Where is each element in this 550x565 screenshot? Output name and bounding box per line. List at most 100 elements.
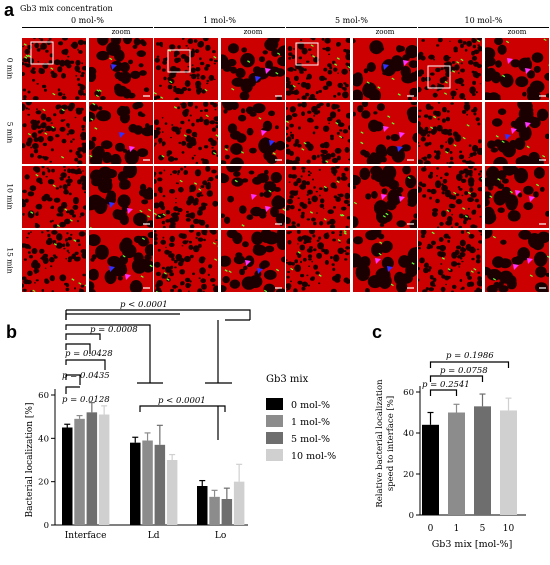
lipid-domain [174,97,180,100]
sig-bracket [65,343,91,354]
lipid-domain [164,122,168,125]
lipid-domain [184,255,191,263]
lipid-domain [307,110,312,114]
magenta-arrow [251,194,257,200]
lipid-domain [78,70,81,73]
lipid-domain [344,258,348,261]
lipid-domain [41,289,45,292]
lipid-domain [485,191,492,199]
lipid-domain [539,186,545,192]
lipid-domain [179,257,185,264]
lipid-domain [409,87,417,98]
overview-image [286,38,350,100]
lipid-domain [46,40,51,46]
lipid-domain [89,281,95,291]
lipid-domain [327,116,333,122]
lipid-domain [40,113,47,121]
lipid-domain [65,62,68,64]
lipid-domain [80,212,85,217]
lipid-domain [176,286,179,288]
lipid-domain [22,288,26,292]
lipid-domain [213,116,218,122]
lipid-domain [353,216,359,228]
lipid-domain [441,274,446,279]
lipid-domain [437,38,443,43]
lipid-domain [331,275,339,282]
lipid-domain [353,111,356,117]
lipid-domain [536,108,549,121]
lipid-domain [528,151,540,163]
lipid-domain [200,185,205,189]
bacterium [224,148,228,151]
lipid-domain [110,38,122,46]
y-tick-label: 0 [44,521,49,531]
column-header: 0 mol-% [71,16,104,25]
lipid-domain [471,50,476,56]
lipid-domain [439,221,444,226]
lipid-domain [469,173,473,177]
lipid-domain [77,160,83,164]
lipid-domain [461,246,464,249]
p-value-label: p = 0.0758 [440,366,488,376]
lipid-domain [428,141,432,146]
lipid-domain [447,239,451,243]
sig-bracket [65,309,251,320]
lipid-domain [353,174,361,186]
bacterium [90,118,94,121]
lipid-domain [169,217,176,224]
lipid-domain [119,254,129,265]
lipid-domain [342,91,349,99]
lipid-domain [523,202,534,211]
lipid-domain [449,56,452,59]
lipid-domain [286,107,288,110]
lipid-domain [100,140,113,150]
lipid-domain [46,230,50,232]
bacterium [290,267,294,271]
lipid-domain [294,264,302,272]
lipid-domain [437,102,441,104]
lipid-domain [69,103,75,110]
bacterium [247,60,251,63]
lipid-domain [181,140,187,146]
lipid-domain [208,264,213,269]
lipid-domain [473,168,477,171]
column-underline [154,27,285,28]
lipid-domain [188,130,191,133]
lipid-domain [22,123,27,128]
bacterium [212,242,216,245]
lipid-domain [544,72,549,81]
lipid-domain [320,198,325,204]
lipid-domain [435,110,441,117]
lipid-domain [450,204,456,209]
lipid-domain [38,67,42,71]
lipid-domain [289,195,294,199]
magenta-arrow [525,68,531,74]
bar [209,496,220,525]
lipid-domain [340,176,348,181]
lipid-domain [396,220,406,228]
lipid-domain [30,69,35,74]
lipid-domain [27,251,31,254]
lipid-domain [294,68,297,72]
lipid-domain [391,58,403,71]
blue-arrow [397,146,403,152]
lipid-domain [438,237,444,242]
lipid-domain [50,126,56,132]
lipid-domain [205,183,212,190]
lipid-domain [405,175,417,189]
bacterium [231,87,235,91]
x-tick-label: 5 [480,524,486,534]
lipid-domain [286,204,291,209]
lipid-domain [55,242,63,249]
lipid-domain [418,86,422,93]
lipid-domain [196,202,199,205]
lipid-domain [476,254,481,260]
lipid-domain [213,62,216,65]
lipid-domain [468,169,473,175]
lipid-domain [353,89,364,100]
lipid-domain [169,272,174,277]
overview-image [154,102,218,164]
lipid-domain [315,91,319,95]
lipid-domain [62,129,64,132]
lipid-domain [458,154,465,160]
